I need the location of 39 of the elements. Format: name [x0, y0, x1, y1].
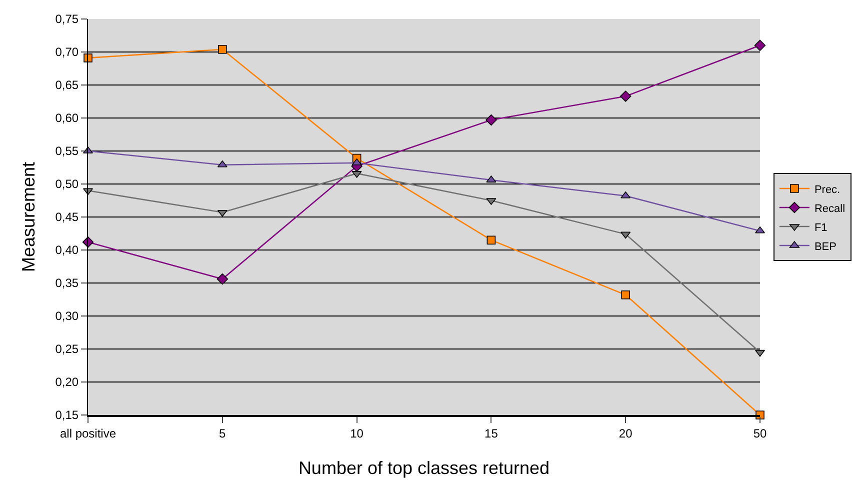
y-tick-label: 0,70: [55, 45, 79, 60]
y-tick-label: 0,20: [55, 375, 79, 390]
point: [620, 191, 631, 198]
x-axis-title: Number of top classes returned: [298, 458, 550, 478]
point: [218, 44, 227, 54]
point: [621, 290, 630, 300]
y-tick-label: 0,35: [55, 276, 79, 290]
x-tick-label: 10: [350, 426, 364, 440]
y-tick-label: 0,40: [55, 243, 79, 258]
point: [352, 158, 362, 166]
y-tick-label: 0,50: [55, 177, 79, 192]
legend-label: BEP: [814, 240, 836, 253]
x-tick-label: all positive: [60, 426, 116, 440]
y-tick-label: 0,45: [55, 210, 79, 224]
y-tick-label: 0,60: [55, 111, 79, 126]
y-tick-label: 0,25: [55, 342, 79, 356]
point: [84, 54, 92, 62]
y-tick-label: 0,15: [55, 408, 79, 422]
legend-label: Recall: [814, 202, 846, 215]
point: [620, 232, 631, 239]
y-tick-label: 0,55: [55, 144, 79, 158]
point: [486, 236, 496, 244]
y-tick-label: 0,75: [55, 12, 79, 26]
x-tick-label: 50: [753, 426, 767, 440]
x-tick-label: 20: [618, 426, 633, 440]
y-tick-label: 0,65: [55, 78, 79, 92]
point: [216, 273, 228, 285]
point: [217, 210, 228, 217]
legend-label: F1: [814, 222, 828, 234]
point: [486, 114, 497, 126]
legend-label: Prec.: [814, 184, 840, 196]
x-tick-label: 15: [484, 426, 498, 440]
point: [756, 410, 764, 420]
x-tick-label: 5: [219, 426, 226, 440]
point: [217, 160, 228, 168]
point: [754, 40, 766, 51]
y-tick-label: 0,30: [55, 309, 79, 324]
y-axis-title: Measurement: [18, 162, 38, 272]
point: [620, 90, 632, 102]
